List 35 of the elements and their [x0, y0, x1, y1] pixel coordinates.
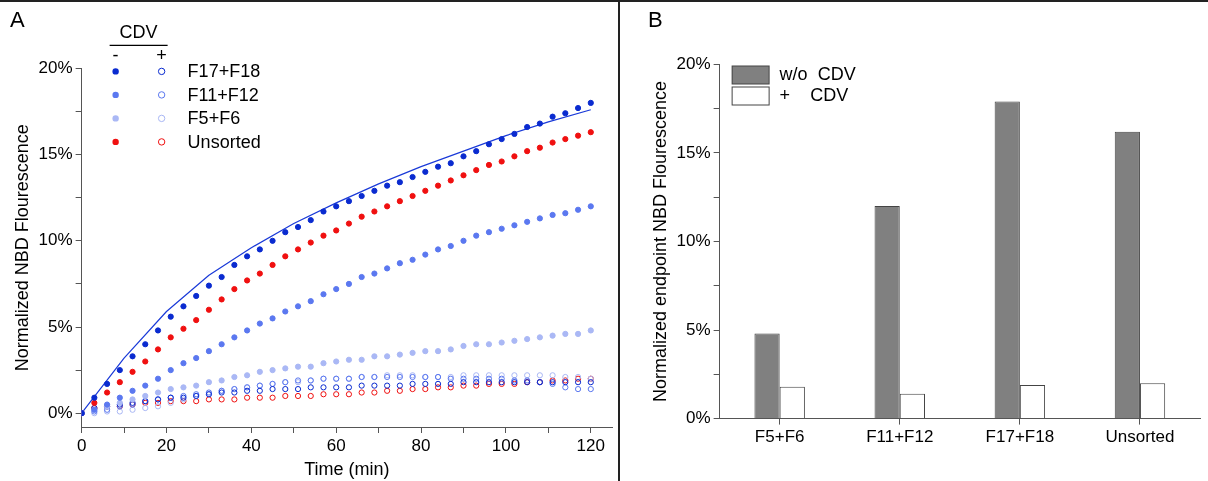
x-tick-label: 100 — [491, 435, 521, 455]
legend-title: CDV — [119, 22, 158, 43]
y-tick-label: 0% — [48, 402, 73, 422]
text: - — [112, 45, 119, 66]
y-tick-label: 20% — [676, 54, 711, 74]
x-axis-title: Time (min) — [304, 459, 390, 480]
y-axis-title: Normalized NBD Flourescence — [11, 124, 32, 372]
chart-title: A — [10, 7, 25, 33]
y-tick-label: 0% — [686, 408, 711, 428]
y-tick-label: 5% — [686, 319, 711, 339]
x-tick-label: F17+F18 — [985, 427, 1055, 447]
legend-label: F17+F18 — [187, 61, 261, 82]
y-tick-label: 20% — [38, 58, 73, 78]
x-tick-label: Unsorted — [1105, 427, 1175, 447]
x-tick-label: 40 — [241, 435, 261, 455]
x-tick-label: 120 — [576, 435, 605, 455]
y-tick-label: 15% — [38, 144, 73, 164]
text: + — [156, 45, 167, 66]
chart-title: B — [648, 7, 663, 33]
x-tick-label: 80 — [411, 435, 431, 455]
y-tick-label: 5% — [48, 316, 73, 336]
x-tick-label: 20 — [157, 435, 176, 455]
y-tick-label: 15% — [676, 142, 711, 162]
y-tick-label: 10% — [38, 230, 73, 250]
legend-label: F11+F12 — [187, 84, 259, 105]
y-axis-title: Normalized endpoint NBD Flourescence — [649, 80, 670, 403]
x-tick-label: 60 — [326, 435, 346, 455]
y-tick-label: 10% — [676, 231, 711, 251]
legend-label: Unsorted — [187, 131, 261, 152]
legend-label: w/o CDV — [778, 64, 856, 85]
x-tick-label: F5+F6 — [754, 427, 805, 447]
legend-label: F5+F6 — [187, 108, 241, 129]
legend-label: + CDV — [779, 85, 849, 106]
x-tick-label: 0 — [76, 435, 87, 455]
x-tick-label: F11+F12 — [866, 427, 934, 447]
